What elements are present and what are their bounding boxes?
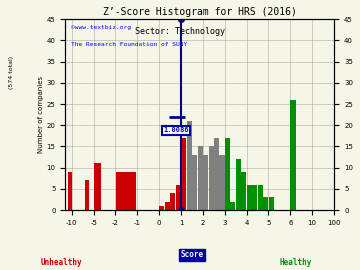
Bar <box>241 172 246 210</box>
Bar <box>236 159 241 210</box>
Text: 1.0086: 1.0086 <box>163 127 189 133</box>
Bar <box>291 100 296 210</box>
Bar <box>269 197 274 210</box>
Bar <box>170 193 175 210</box>
Bar <box>85 180 89 210</box>
Text: Healthy: Healthy <box>279 258 311 266</box>
Bar <box>220 155 225 210</box>
Bar <box>165 202 170 210</box>
Bar <box>94 163 101 210</box>
Bar <box>116 172 136 210</box>
Bar <box>214 138 219 210</box>
Bar <box>192 155 197 210</box>
Text: The Research Foundation of SUNY: The Research Foundation of SUNY <box>71 42 187 47</box>
Bar <box>187 121 192 210</box>
Bar <box>252 185 257 210</box>
Title: Z’-Score Histogram for HRS (2016): Z’-Score Histogram for HRS (2016) <box>103 7 297 17</box>
Bar <box>208 147 213 210</box>
Y-axis label: Number of companies: Number of companies <box>38 76 44 153</box>
Bar <box>230 202 235 210</box>
Bar <box>198 147 203 210</box>
Bar <box>263 197 268 210</box>
Bar <box>159 206 165 210</box>
Bar <box>68 172 72 210</box>
Text: Unhealthy: Unhealthy <box>40 258 82 266</box>
Text: (574 total): (574 total) <box>9 56 14 89</box>
Text: ©www.textbiz.org: ©www.textbiz.org <box>71 25 131 30</box>
Bar <box>181 138 186 210</box>
Bar <box>203 155 208 210</box>
Bar <box>247 185 252 210</box>
Text: Score: Score <box>180 251 203 259</box>
Bar <box>258 185 263 210</box>
Bar <box>225 138 230 210</box>
Text: Sector: Technology: Sector: Technology <box>135 27 225 36</box>
Bar <box>176 185 181 210</box>
